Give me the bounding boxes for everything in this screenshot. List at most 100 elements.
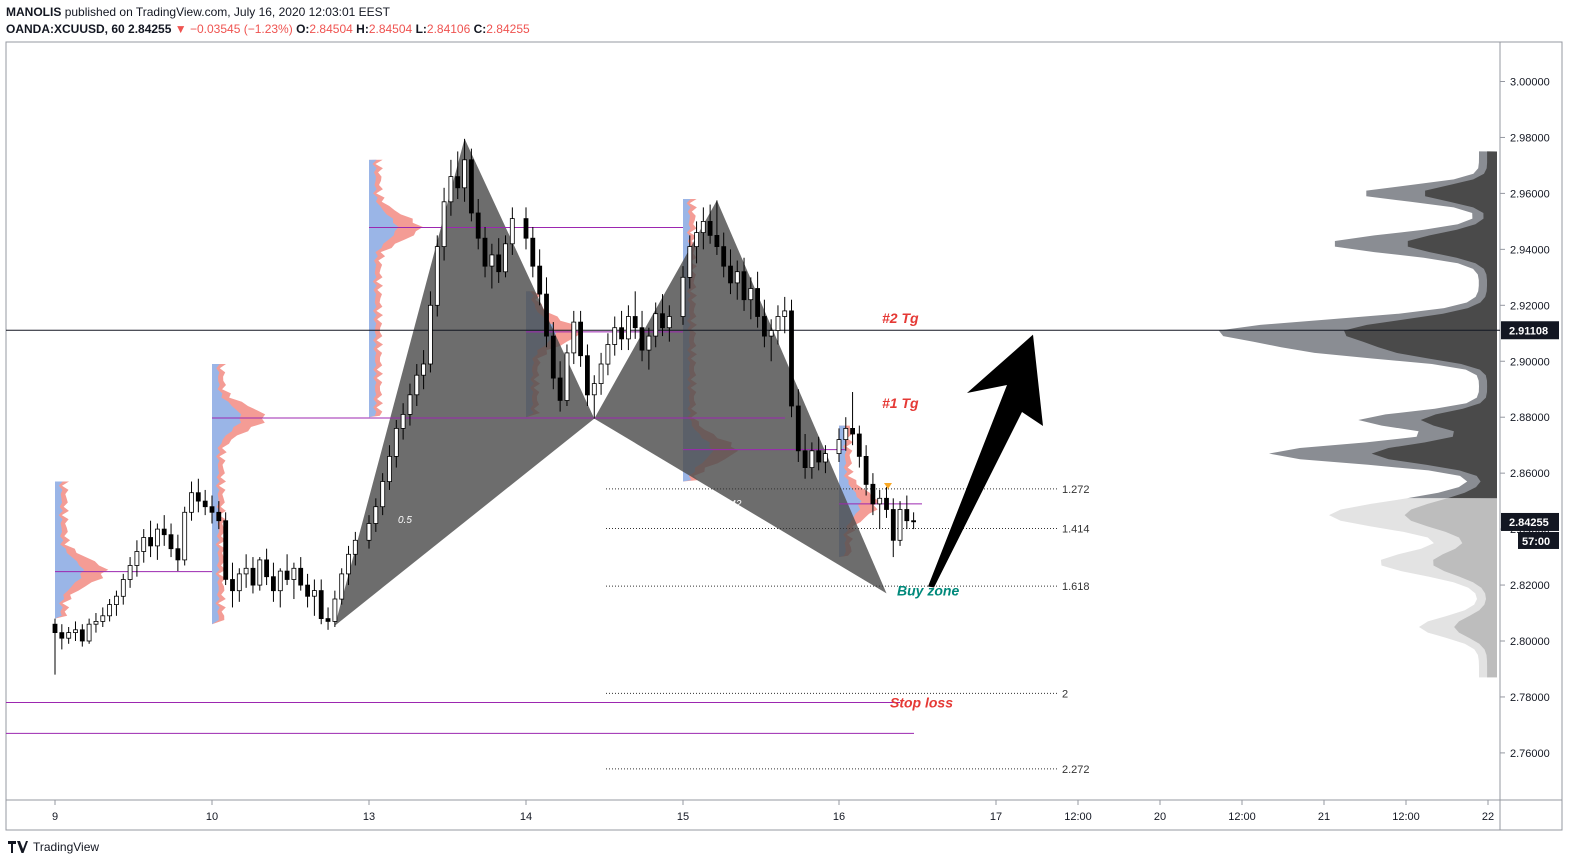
candle-body-26	[230, 579, 235, 592]
y-tick-label-1: 2.98000	[1510, 132, 1550, 144]
candle-body-102	[768, 330, 774, 337]
candle-body-94	[714, 234, 720, 247]
candle-body-7	[100, 615, 106, 622]
candle-body-80	[612, 327, 618, 345]
candle-body-47	[380, 481, 386, 508]
candle-body-77	[591, 383, 597, 396]
candle-body-20	[189, 492, 194, 513]
candle-body-8	[107, 604, 112, 617]
candle-body-46	[373, 506, 379, 524]
candle-body-96	[728, 265, 733, 284]
low-label: L:	[415, 22, 427, 36]
candle-body-21	[195, 492, 201, 502]
candle-body-100	[755, 288, 760, 317]
author-name[interactable]: MANOLIS	[6, 5, 62, 19]
x-tick-label-7: 12:00	[1064, 811, 1092, 823]
ratio-label-xb: 0.5	[398, 515, 412, 526]
candle-body-5	[86, 623, 92, 642]
candle-body-2	[66, 632, 72, 639]
candle-body-3	[73, 629, 78, 633]
open-label: O:	[296, 22, 310, 36]
candle-body-59	[462, 159, 468, 189]
price-axis[interactable]: 3.00000 2.98000 2.96000 2.94000 2.92000 2.900…	[1500, 77, 1550, 760]
last-price: 2.84255	[128, 22, 172, 36]
candle-body-57	[448, 176, 454, 203]
candle-body-81	[619, 327, 624, 340]
candle-body-72	[557, 377, 563, 401]
candle-body-14	[148, 537, 154, 547]
candle-body-45	[366, 523, 372, 541]
annotation-0: #2 Tg	[882, 310, 919, 326]
last-price-box	[1501, 512, 1559, 531]
fibonacci-levels: 1.272 1.414 1.618 2 2.272	[606, 484, 1090, 776]
x-tick-label-11: 12:00	[1392, 811, 1420, 823]
high-value: 2.84504	[368, 22, 413, 36]
candle-body-28	[243, 567, 249, 575]
y-tick-label-5: 2.90000	[1510, 356, 1550, 368]
countdown-box	[1518, 531, 1559, 549]
candle-body-60	[468, 159, 474, 214]
candle-body-52	[414, 374, 420, 396]
price-change: ▼ −0.03545 (−1.23%)	[174, 22, 293, 36]
candle-body-18	[175, 548, 181, 561]
symbol-name[interactable]: OANDA:XCUUSD, 60	[6, 22, 125, 36]
close-value: 2.84255	[486, 22, 530, 36]
candle-body-73	[564, 352, 570, 401]
candle-body-4	[79, 629, 85, 642]
candle-body-27	[236, 573, 242, 592]
candle-body-56	[441, 201, 447, 248]
time-axis[interactable]: 9 10 13 14 15 16 17 12:00 20 12:00 21 12:00 22	[52, 800, 1494, 823]
candle-body-122	[911, 520, 916, 523]
candle-body-95	[721, 246, 727, 267]
countdown-label: 57:00	[1522, 536, 1550, 548]
candle-body-120	[897, 509, 903, 541]
candle-body-86	[653, 313, 659, 337]
candle-body-13	[141, 537, 147, 552]
candle-body-116	[870, 483, 876, 505]
candle-body-53	[421, 363, 427, 376]
y-tick-label-11: 2.78000	[1510, 692, 1550, 704]
candle-body-92	[700, 220, 706, 233]
candle-body-117	[877, 497, 883, 505]
candle-body-43	[346, 553, 351, 575]
pattern-triangle-xab	[334, 138, 595, 626]
candle-body-29	[250, 567, 256, 586]
candle-body-62	[482, 237, 488, 267]
candle-body-9	[114, 595, 119, 606]
volume-profile	[1218, 151, 1497, 678]
candle-body-70	[544, 293, 549, 337]
candle-body-112	[843, 427, 849, 440]
candle-body-55	[434, 246, 440, 306]
candle-body-106	[795, 405, 801, 452]
candle-body-119	[890, 509, 896, 541]
candle-body-121	[904, 509, 910, 522]
candle-body-44	[352, 539, 358, 555]
fib-label-1: 1.414	[1062, 524, 1090, 536]
close-label: C:	[473, 22, 487, 36]
candle-body-71	[550, 335, 556, 379]
brand-name[interactable]: TradingView	[33, 840, 100, 854]
marker-icon	[884, 483, 892, 489]
candle-body-110	[823, 453, 828, 463]
candle-body-97	[734, 271, 740, 284]
candle-body-54	[427, 304, 433, 365]
candle-body-12	[134, 551, 140, 566]
fib-label-2: 1.618	[1062, 581, 1090, 593]
candle-body-22	[202, 500, 208, 508]
fib-label-0: 1.272	[1062, 484, 1090, 496]
candle-body-42	[339, 573, 345, 600]
annotations: #2 Tg #1 Tg Buy zone Stop loss	[882, 310, 1043, 711]
candle-body-105	[789, 310, 794, 407]
candle-body-104	[782, 310, 788, 317]
ratio-label-bd: .842	[722, 499, 742, 510]
candle-body-23	[209, 506, 215, 513]
candle-body-109	[816, 450, 822, 463]
candle-body-91	[694, 232, 699, 248]
candle-body-33	[277, 570, 283, 592]
publish-line: MANOLIS published on TradingView.com, Ju…	[6, 5, 390, 19]
candle-body-115	[863, 455, 869, 485]
y-tick-label-7: 2.86000	[1510, 468, 1550, 480]
candle-body-90	[687, 246, 693, 278]
publish-info: published on TradingView.com, July 16, 2…	[64, 5, 391, 19]
